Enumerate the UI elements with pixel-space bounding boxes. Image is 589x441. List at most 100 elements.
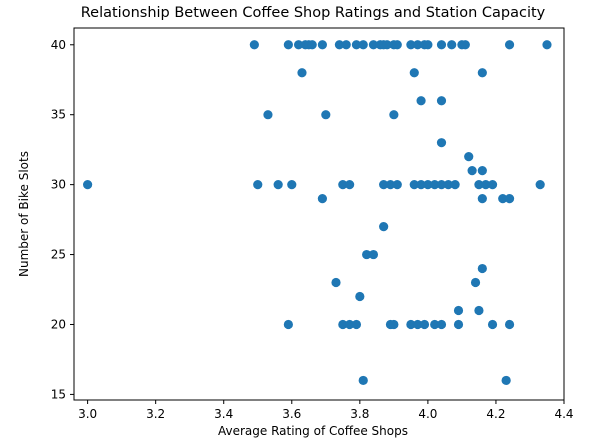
data-point (504, 194, 515, 204)
data-point (430, 319, 440, 330)
data-point (423, 180, 433, 190)
y-tick-label: 30 (51, 178, 66, 192)
data-point (345, 319, 355, 330)
data-point (392, 40, 402, 50)
data-point (351, 40, 362, 50)
data-point (345, 180, 355, 190)
data-point (385, 180, 396, 190)
data-point (409, 180, 419, 190)
data-point (355, 291, 365, 302)
data-point (453, 305, 464, 316)
data-point (413, 40, 423, 50)
data-point (423, 40, 433, 50)
data-point (416, 180, 426, 190)
x-tick-label: 4.4 (554, 407, 573, 421)
data-point (436, 40, 447, 50)
data-point (317, 194, 327, 204)
data-point (297, 68, 307, 78)
data-point (504, 40, 515, 50)
data-point (368, 40, 379, 50)
data-point (474, 305, 484, 316)
data-point (287, 180, 297, 190)
y-axis-label: Number of Bike Slots (17, 151, 31, 277)
data-point (83, 180, 93, 190)
data-point (447, 40, 457, 50)
y-tick-label: 25 (51, 248, 66, 262)
plot-frame (73, 27, 565, 401)
data-point (409, 68, 419, 78)
data-point (498, 194, 508, 204)
data-point (477, 194, 487, 204)
data-point (504, 319, 515, 330)
data-point (379, 180, 389, 190)
data-point (477, 68, 487, 78)
x-axis: 3.0 3.2 3.4 3.6 3.8 4.0 4.2 4.4 (78, 400, 574, 421)
x-tick-label: 4.0 (418, 407, 437, 421)
data-point (436, 96, 447, 106)
data-point (464, 152, 474, 162)
data-point (477, 166, 487, 176)
data-point (273, 180, 283, 190)
data-point (362, 249, 372, 260)
data-point (436, 180, 447, 190)
data-point (477, 263, 487, 274)
data-point (460, 40, 470, 50)
data-point (379, 221, 389, 232)
data-point (450, 180, 460, 190)
x-tick-label: 3.6 (282, 407, 301, 421)
data-point (501, 375, 511, 386)
data-point (351, 319, 362, 330)
data-point (338, 319, 348, 330)
y-axis: 15 20 25 30 35 40 (51, 38, 74, 401)
data-point (341, 40, 351, 50)
data-point (283, 319, 293, 330)
data-point (443, 180, 453, 190)
data-point (293, 40, 304, 50)
x-axis-label: Average Rating of Coffee Shops (218, 424, 408, 438)
data-point (321, 110, 331, 120)
data-point (436, 138, 447, 148)
data-point (283, 40, 293, 50)
data-point (406, 319, 416, 330)
y-tick-label: 35 (51, 108, 66, 122)
data-point (253, 180, 263, 190)
data-point (487, 319, 498, 330)
data-point (416, 96, 426, 106)
data-point (382, 40, 392, 50)
data-point (419, 319, 430, 330)
y-tick-label: 20 (51, 317, 66, 331)
x-tick-label: 3.4 (214, 407, 233, 421)
data-point (338, 180, 348, 190)
data-point (334, 40, 345, 50)
x-tick-label: 3.0 (78, 407, 97, 421)
data-point (453, 319, 464, 330)
data-point (358, 375, 368, 386)
data-point (406, 40, 416, 50)
x-tick-label: 3.2 (146, 407, 165, 421)
data-point (430, 180, 440, 190)
data-point (249, 40, 259, 50)
data-point (474, 180, 484, 190)
data-point (436, 319, 447, 330)
y-tick-label: 15 (51, 387, 66, 401)
y-tick-label: 40 (51, 38, 66, 52)
data-point (331, 277, 341, 288)
data-point (389, 319, 399, 330)
data-point (392, 180, 402, 190)
data-points (83, 40, 552, 386)
data-point (467, 166, 477, 176)
data-point (389, 110, 399, 120)
data-point (358, 40, 368, 50)
x-tick-label: 4.2 (486, 407, 505, 421)
data-point (470, 277, 481, 288)
data-point (481, 180, 491, 190)
data-point (535, 180, 545, 190)
data-point (413, 319, 423, 330)
data-point (487, 180, 498, 190)
data-point (307, 40, 317, 50)
x-tick-label: 3.8 (350, 407, 369, 421)
data-point (368, 249, 379, 260)
data-point (542, 40, 552, 50)
